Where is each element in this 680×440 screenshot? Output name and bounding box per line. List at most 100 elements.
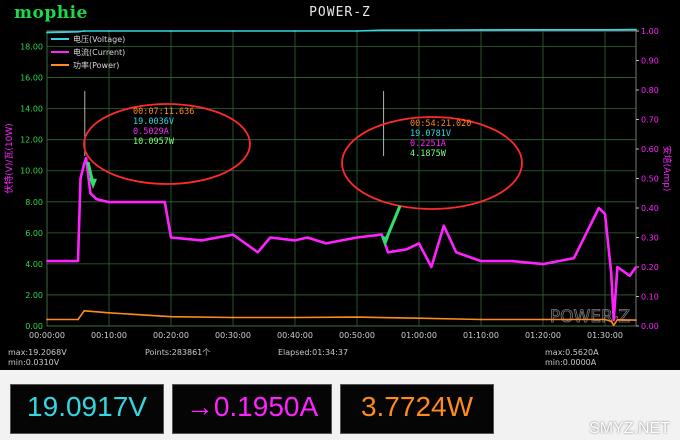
highlight-ellipse	[341, 116, 523, 210]
data-point	[418, 242, 420, 245]
data-point	[95, 198, 98, 201]
data-point	[405, 248, 408, 251]
data-point	[610, 320, 613, 323]
y-left-tick-label: 0.00	[25, 322, 43, 331]
stat-max-left: max:19.2068V	[8, 348, 67, 357]
x-tick-label: 01:00:00	[401, 331, 437, 340]
stat-points: Points:283861个	[145, 348, 211, 357]
power-value: 3.7724W	[360, 391, 474, 422]
annotation-readout: 00:07:11.636	[133, 107, 194, 117]
y-left-tick-label: 16.00	[20, 74, 43, 83]
data-point	[232, 316, 234, 319]
current-value: →0.1950A	[185, 391, 319, 422]
annotation-readout: 0.5029A	[133, 127, 169, 137]
data-point	[170, 30, 172, 32]
stat-min-right: min:0.0000A	[545, 358, 597, 367]
x-tick-label: 01:30:00	[587, 331, 623, 340]
y-right-tick-label: 0.30	[641, 234, 659, 243]
pointer-arrowhead	[381, 236, 389, 247]
legend-entry: 电压(Voltage)	[73, 34, 125, 44]
stat-max-right: max:0.5620A	[545, 348, 599, 357]
y-left-tick-label: 10.00	[20, 167, 43, 176]
legend-entry: 功率(Power)	[73, 60, 119, 70]
data-point	[511, 260, 513, 262]
data-point	[542, 263, 544, 265]
y-right-tick-label: 0.50	[641, 175, 659, 184]
stat-min-left: min:0.0310V	[8, 358, 60, 367]
annotation-readout: 19.0036V	[133, 117, 174, 127]
data-point	[635, 319, 637, 321]
data-point	[480, 260, 482, 262]
data-point	[480, 29, 482, 31]
data-point	[356, 30, 358, 32]
chart-watermark: POWER-Z	[550, 307, 630, 327]
data-point	[294, 316, 296, 319]
power-series-line	[47, 309, 637, 327]
data-point	[232, 30, 234, 32]
data-point	[170, 236, 172, 239]
y-left-tick-label: 2.00	[25, 291, 43, 300]
data-point	[616, 318, 619, 321]
data-point	[616, 266, 619, 268]
data-point	[77, 30, 79, 33]
data-point	[387, 251, 389, 254]
data-point	[77, 318, 79, 321]
data-point	[83, 309, 86, 312]
data-point	[628, 274, 631, 277]
data-point	[232, 233, 234, 236]
data-point	[294, 30, 296, 32]
pointer-arrowhead	[89, 178, 97, 189]
data-point	[46, 31, 48, 34]
y-right-tick-label: 0.80	[641, 86, 659, 95]
data-point	[108, 201, 110, 204]
y-right-tick-label: 0.00	[641, 322, 659, 331]
annotation-readout: 19.0781V	[410, 129, 451, 139]
data-point	[89, 192, 92, 195]
data-point	[163, 201, 166, 204]
y-right-tick-label: 0.60	[641, 145, 659, 154]
x-tick-label: 00:20:00	[153, 331, 189, 340]
current-readout: →0.1950A	[172, 384, 332, 434]
data-point	[635, 28, 637, 31]
data-point	[612, 319, 615, 321]
x-tick-label: 01:10:00	[463, 331, 499, 340]
window-title: POWER-Z	[309, 5, 371, 20]
y-left-tick-label: 12.00	[20, 136, 43, 145]
data-point	[480, 318, 482, 321]
data-point	[604, 318, 606, 321]
y-left-tick-label: 14.00	[20, 105, 43, 114]
stat-elapsed: Elapsed:01:34:37	[278, 348, 349, 357]
data-point	[542, 28, 544, 31]
annotation-readout: 0.2251A	[410, 139, 446, 149]
data-point	[306, 236, 309, 239]
data-point	[170, 315, 172, 318]
data-point	[635, 266, 637, 268]
x-tick-label: 00:50:00	[339, 331, 375, 340]
y-axis-left-label: 伏特(V)/瓦(10W)	[3, 123, 15, 194]
data-point	[79, 177, 82, 180]
y-left-tick-label: 18.00	[20, 43, 43, 52]
y-right-tick-label: 0.10	[641, 293, 659, 302]
data-point	[46, 318, 48, 321]
voltage-series-line	[46, 28, 637, 34]
data-point	[455, 251, 458, 254]
data-point	[573, 257, 575, 260]
data-point	[269, 236, 272, 239]
x-tick-label: 00:30:00	[215, 331, 251, 340]
data-point	[294, 239, 296, 242]
voltage-readout: 19.0917V	[10, 384, 164, 434]
data-point	[418, 29, 420, 32]
y-left-tick-label: 6.00	[25, 229, 43, 238]
annotation-readout: 10.0957W	[133, 137, 175, 147]
data-point	[139, 201, 141, 204]
x-tick-label: 00:40:00	[277, 331, 313, 340]
current-series-line	[47, 156, 638, 322]
y-left-tick-label: 8.00	[25, 198, 43, 207]
readout-bar: 19.0917V →0.1950A 3.7724W SMYZ.NET	[0, 372, 680, 440]
y-right-tick-label: 0.90	[641, 57, 659, 66]
voltage-value: 19.0917V	[27, 391, 147, 422]
y-right-tick-label: 0.40	[641, 204, 659, 213]
data-point	[83, 30, 86, 32]
data-point	[597, 207, 600, 209]
